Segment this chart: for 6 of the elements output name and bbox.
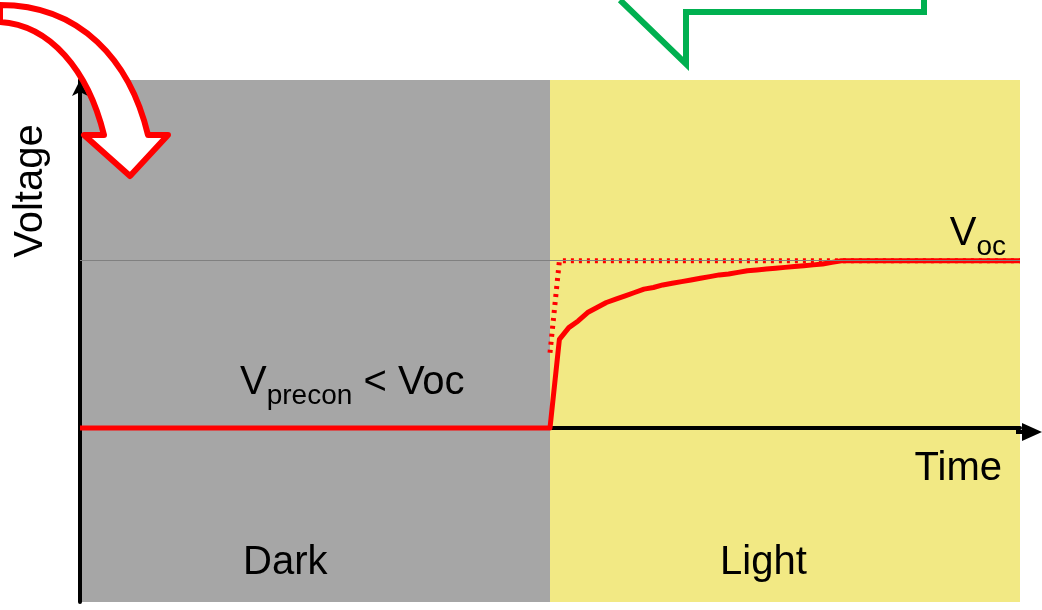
- text: Light: [720, 538, 807, 582]
- text: Dark: [243, 538, 328, 582]
- x-axis-title: Time: [914, 444, 1002, 488]
- ref-line-label: V$_{oc}$: [949, 208, 1006, 263]
- y-axis-title: Voltage: [6, 124, 50, 258]
- annotation: V$_{precon}$ < Voc: [240, 358, 465, 412]
